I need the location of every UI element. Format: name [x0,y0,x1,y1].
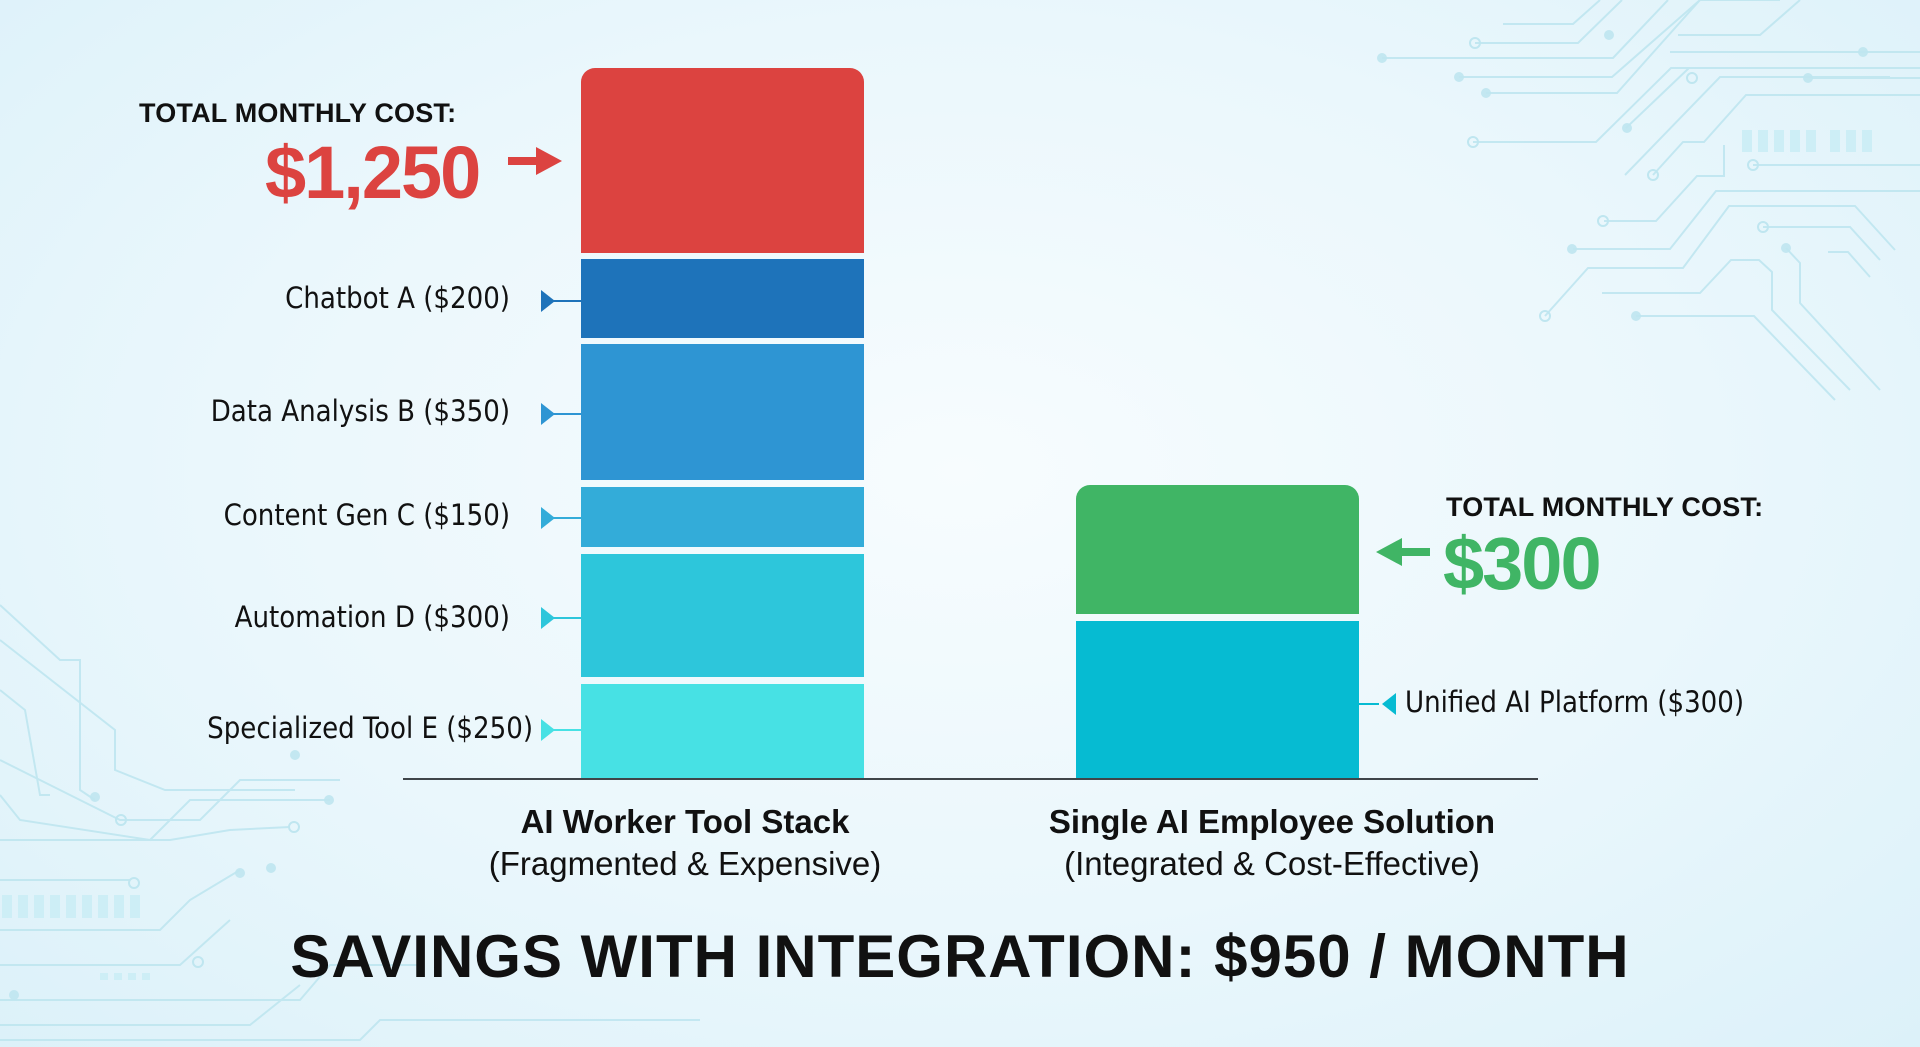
left-total-caption: TOTAL MONTHLY COST: [139,98,457,128]
left-total-segment [581,68,864,253]
right-total-segment [1076,485,1359,614]
connector-line [1359,703,1379,705]
segment-label: Unified AI Platform ($300) [1405,685,1745,719]
left-category-subtitle: (Fragmented & Expensive) [488,845,882,882]
segment-chatbot-a [581,259,864,338]
segment-label: Specialized Tool E ($250) [207,711,533,745]
pointer-triangle-icon [1382,693,1396,715]
right-total-value: $300 [1443,522,1602,605]
left-category-title: AI Worker Tool Stack [520,803,850,840]
right-category-title: Single AI Employee Solution [1048,803,1496,840]
pointer-triangle-icon [541,403,555,425]
arrow-right-icon [508,147,562,175]
segment-data-analysis-b [581,344,864,480]
connector-line [552,617,581,619]
right-total-caption: TOTAL MONTHLY COST: [1446,492,1764,522]
segment-label: Content Gen C ($150) [223,498,510,532]
x-axis-baseline [403,778,1538,780]
segment-unified-ai-platform [1076,621,1359,779]
segment-label: Data Analysis B ($350) [210,394,510,428]
connector-line [552,300,581,302]
segment-content-gen-c [581,487,864,547]
pointer-triangle-icon [541,607,555,629]
segment-automation-d [581,554,864,677]
savings-headline: SAVINGS WITH INTEGRATION: $950 / MONTH [290,923,1630,990]
pointer-triangle-icon [541,507,555,529]
connector-line [552,413,581,415]
pointer-triangle-icon [541,719,555,741]
arrow-left-icon [1376,538,1430,566]
right-category-subtitle: (Integrated & Cost-Effective) [1064,845,1480,882]
segment-label: Automation D ($300) [234,600,510,634]
connector-line [552,517,581,519]
segment-label: Chatbot A ($200) [285,281,510,315]
pointer-triangle-icon [541,290,555,312]
segment-specialized-tool-e [581,684,864,779]
left-total-value: $1,250 [265,131,481,214]
connector-line [552,729,581,731]
